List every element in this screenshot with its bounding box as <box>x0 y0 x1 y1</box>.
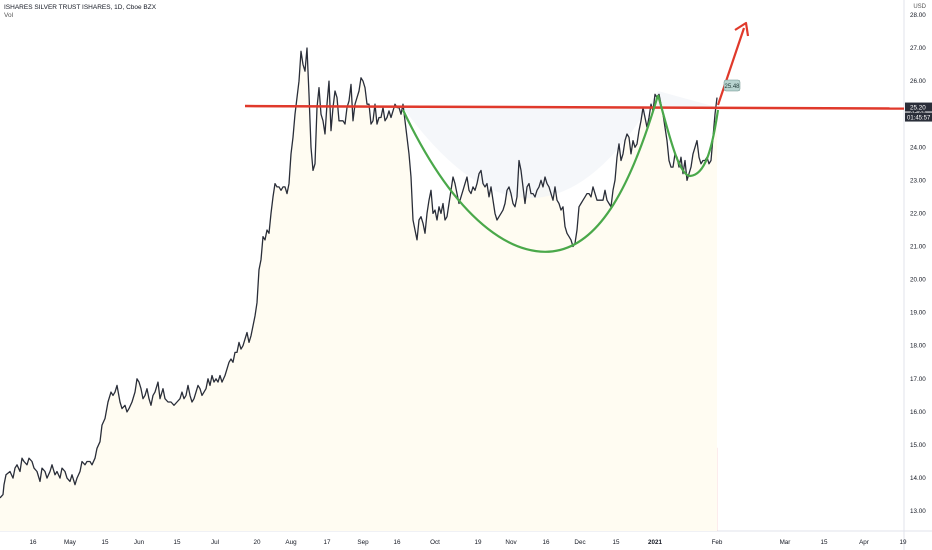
x-tick-label: 15 <box>173 539 181 546</box>
x-tick-label: May <box>64 539 77 546</box>
x-tick-label: Oct <box>430 539 440 546</box>
chart-title: ISHARES SILVER TRUST ISHARES, 1D, Cboe B… <box>4 4 157 11</box>
y-tick-label: 16.00 <box>910 409 926 416</box>
handle-curve <box>656 94 720 178</box>
x-tick-label: Feb <box>712 539 723 546</box>
x-tick-label: 17 <box>323 539 331 546</box>
x-tick-label: Mar <box>780 539 791 546</box>
y-tick-label: 19.00 <box>910 310 926 317</box>
volume-label: Vol <box>4 12 14 19</box>
x-tick-label: Sep <box>357 539 369 546</box>
countdown-badge <box>905 112 932 122</box>
x-tick-label: 20 <box>253 539 261 546</box>
y-tick-label: 24.00 <box>910 144 926 151</box>
x-tick-label: Apr <box>859 539 869 546</box>
x-tick-label: 19 <box>899 539 907 546</box>
x-tick-label: Nov <box>505 539 517 546</box>
y-tick-label: 17.00 <box>910 376 926 383</box>
chart-header: ISHARES SILVER TRUST ISHARES, 1D, Cboe B… <box>4 4 156 20</box>
y-tick-label: 18.00 <box>910 343 926 350</box>
x-tick-label: Dec <box>574 539 585 546</box>
x-tick-label: 16 <box>393 539 401 546</box>
y-tick-label: 27.00 <box>910 45 926 52</box>
x-tick-label: 16 <box>542 539 550 546</box>
x-tick-label: 15 <box>612 539 620 546</box>
price-badge-label: 25.20 <box>910 105 926 112</box>
cup-curve <box>402 94 660 253</box>
breakout-arrow-shaft <box>716 27 746 106</box>
x-tick-label: 16 <box>29 539 37 546</box>
countdown-label: 01:45:57 <box>907 116 931 122</box>
x-tick-label: Jun <box>134 539 145 546</box>
price-area-fill <box>0 48 717 532</box>
y-tick-label: 28.00 <box>910 12 926 19</box>
x-tick-label: 15 <box>820 539 828 546</box>
x-tick-label: 2021 <box>648 539 663 546</box>
x-tick-label: 15 <box>101 539 109 546</box>
target-badge <box>723 79 741 92</box>
resistance-line <box>244 104 905 110</box>
price-series-line <box>0 47 718 499</box>
currency-label: USD <box>913 4 926 10</box>
x-tick-label: Jul <box>211 539 219 546</box>
y-tick-label: 14.00 <box>910 475 926 482</box>
y-tick-label: 20.00 <box>910 277 926 284</box>
target-badge-label: 25.48 <box>724 84 740 90</box>
price-badge <box>905 102 932 112</box>
y-tick-label: 22.00 <box>910 210 926 217</box>
y-tick-label: 13.00 <box>910 508 926 515</box>
y-tick-label: 23.00 <box>910 177 926 184</box>
breakout-arrow-head <box>734 21 750 37</box>
y-tick-label: 26.00 <box>910 78 926 85</box>
y-tick-label: 21.00 <box>910 243 926 250</box>
y-tick-label: 15.00 <box>910 442 926 449</box>
x-tick-label: 19 <box>474 539 482 546</box>
x-tick-label: Aug <box>285 539 297 546</box>
